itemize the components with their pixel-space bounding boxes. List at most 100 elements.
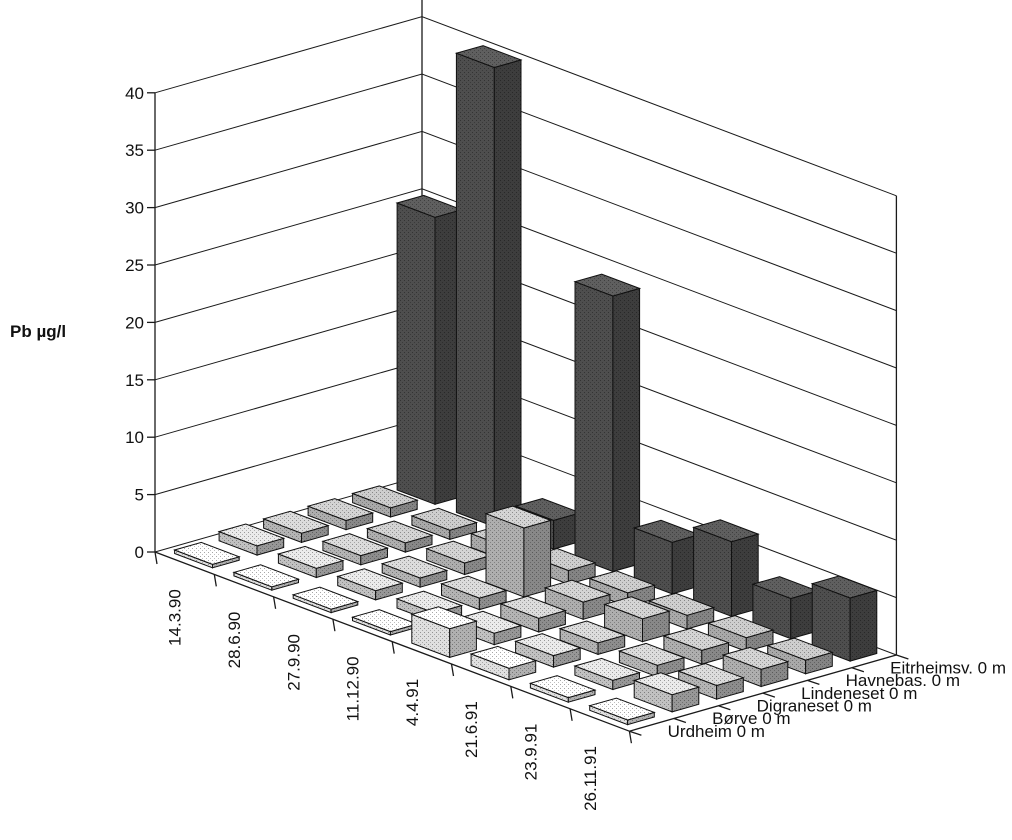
bar-top-texture — [574, 658, 640, 681]
bar-top-texture — [233, 564, 299, 587]
bar-front-texture — [233, 572, 272, 591]
bar-side-texture — [449, 621, 477, 658]
bar-side-texture — [627, 712, 655, 725]
bar-front-texture — [500, 603, 539, 632]
series-label: Lindeneset 0 m — [801, 684, 917, 703]
bar-top-texture — [411, 606, 477, 629]
bar — [321, 533, 390, 566]
bar — [410, 507, 479, 541]
bar-top-texture — [752, 576, 818, 599]
bar-side-texture — [612, 672, 640, 690]
bar-front-texture — [174, 550, 213, 568]
series-label: Urdheim 0 m — [668, 722, 765, 741]
y-axis-label: Pb µg/l — [10, 322, 66, 341]
bar-front-texture — [752, 584, 791, 639]
bar — [350, 609, 419, 636]
bar-top-texture — [693, 519, 759, 542]
chart-bars — [173, 45, 879, 726]
bar — [810, 575, 879, 662]
bar-top-texture — [263, 511, 329, 534]
gridline — [154, 303, 897, 484]
bar-front-texture — [352, 617, 391, 635]
bar-side-texture — [375, 583, 403, 600]
gridline — [154, 245, 897, 426]
bar-side-texture — [716, 677, 744, 700]
y-tick-label: 5 — [135, 486, 144, 505]
bar — [306, 498, 375, 531]
bar-front-texture — [812, 583, 851, 662]
bar-front-texture — [322, 541, 361, 565]
bar-side-texture — [612, 288, 640, 572]
bar-top-texture — [767, 638, 833, 661]
depth-tick — [896, 654, 909, 660]
x-tick — [213, 574, 217, 587]
bar-top-texture — [575, 274, 640, 296]
bar — [469, 645, 538, 681]
x-tick-label: 4.4.91 — [403, 679, 422, 726]
bar — [632, 519, 701, 595]
gridline — [154, 16, 897, 197]
bar-front-texture — [604, 604, 643, 642]
bar-top-texture — [545, 580, 610, 603]
x-tick — [272, 596, 277, 609]
x-tick-label: 28.6.90 — [225, 612, 244, 669]
y-tick-label: 30 — [125, 199, 144, 218]
y-tick-label: 10 — [125, 428, 144, 447]
bar — [351, 485, 419, 518]
bar — [217, 523, 286, 556]
bar-top-texture — [278, 546, 343, 569]
bar-side-texture — [390, 500, 418, 517]
bar — [291, 586, 360, 614]
bar-top-texture — [174, 542, 240, 565]
bar — [721, 646, 790, 688]
bar-front-texture — [367, 528, 406, 553]
bar — [410, 606, 478, 659]
bar-top-texture — [634, 520, 699, 543]
bar-side-texture — [449, 522, 477, 540]
bar-top-texture — [397, 195, 462, 218]
bar-front-texture — [708, 623, 747, 652]
bar-side-texture — [523, 520, 551, 597]
bar-top-texture — [634, 672, 699, 695]
y-tick-label: 35 — [125, 141, 144, 160]
bar-side-texture — [790, 590, 818, 639]
bar-front-texture — [589, 705, 628, 725]
y-tick-label: 15 — [125, 371, 144, 390]
x-tick-label: 27.9.90 — [284, 634, 303, 691]
depth-tick — [851, 667, 865, 673]
bar-side-texture — [390, 624, 418, 635]
bar-side-texture — [316, 560, 343, 578]
x-tick — [510, 686, 514, 699]
bar-side-texture — [257, 538, 284, 556]
bar-front-texture — [441, 583, 480, 610]
bar — [514, 633, 582, 668]
x-tick — [569, 708, 573, 721]
y-tick-label: 20 — [125, 313, 144, 332]
bar-front-texture — [515, 641, 554, 668]
bar-front-texture — [678, 671, 717, 700]
bar-top-texture — [530, 675, 595, 698]
bar-front-texture — [560, 628, 598, 655]
bar-front-texture — [589, 578, 628, 607]
bar-front-texture — [263, 518, 302, 543]
bar-top-texture — [441, 576, 507, 599]
bar-side-texture — [568, 690, 595, 703]
bar-top-texture — [471, 646, 536, 669]
bar-front-texture — [382, 563, 421, 588]
bar-top-texture — [382, 556, 447, 578]
bar — [766, 637, 834, 675]
bar-front-texture — [693, 527, 732, 617]
bar-front-texture — [426, 548, 465, 575]
bar — [588, 697, 656, 726]
bar-side-texture — [301, 525, 329, 543]
bar-side-texture — [805, 652, 833, 674]
bar-front-texture — [634, 527, 673, 594]
x-tick-label: 26.11.91 — [581, 746, 600, 811]
bar-top-texture — [397, 591, 462, 614]
bar — [706, 615, 775, 653]
depth-tick — [762, 692, 776, 698]
bar-front-texture — [575, 281, 613, 572]
bar-top-texture — [456, 45, 521, 68]
x-tick — [450, 663, 455, 677]
bar-top-texture — [352, 609, 418, 632]
